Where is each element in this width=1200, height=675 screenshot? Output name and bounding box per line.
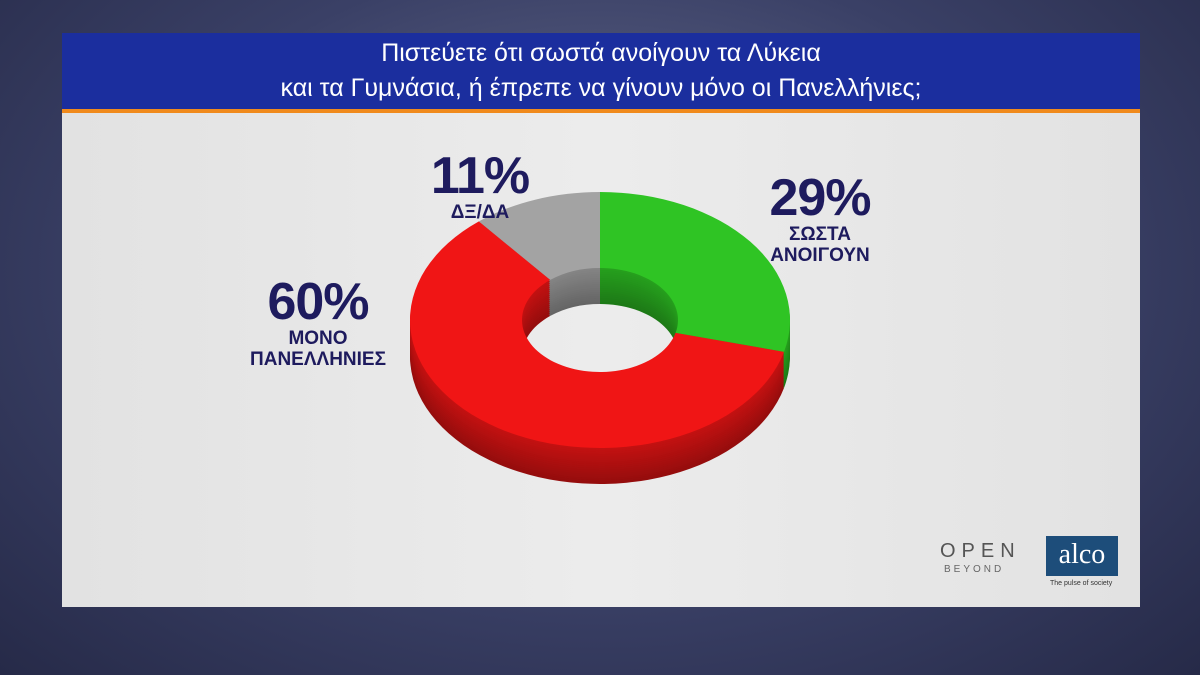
logo-text: OPEN	[940, 540, 1021, 562]
slice	[478, 192, 600, 280]
category-label: ΜΟΝΟ ΠΑΝΕΛΛΗΝΙΕΣ	[250, 328, 386, 370]
slice-label: 11% ΔΞ/ΔΑ	[430, 147, 530, 223]
logo-text: The pulse of society	[1050, 580, 1113, 587]
logo-text: BEYOND	[944, 564, 1005, 575]
slice	[410, 221, 785, 448]
value-label: 60%	[267, 273, 369, 331]
category-label: ΔΞ/ΔΑ	[450, 202, 510, 223]
value-label: 11%	[430, 147, 530, 205]
logo: alco	[1046, 536, 1118, 576]
slice-label: 60% ΜΟΝΟ ΠΑΝΕΛΛΗΝΙΕΣ	[250, 276, 386, 370]
category-label: ΣΩΣΤΑ ΑΝΟΙΓΟΥΝ	[770, 224, 870, 266]
slice	[600, 192, 790, 352]
chart-title: Πιστεύετε ότι σωστά ανοίγουν τα Λύκεια κ…	[62, 33, 1140, 113]
slice-label: 29% ΣΩΣΤΑ ΑΝΟΙΓΟΥΝ	[769, 169, 871, 266]
value-label: 29%	[769, 169, 871, 227]
